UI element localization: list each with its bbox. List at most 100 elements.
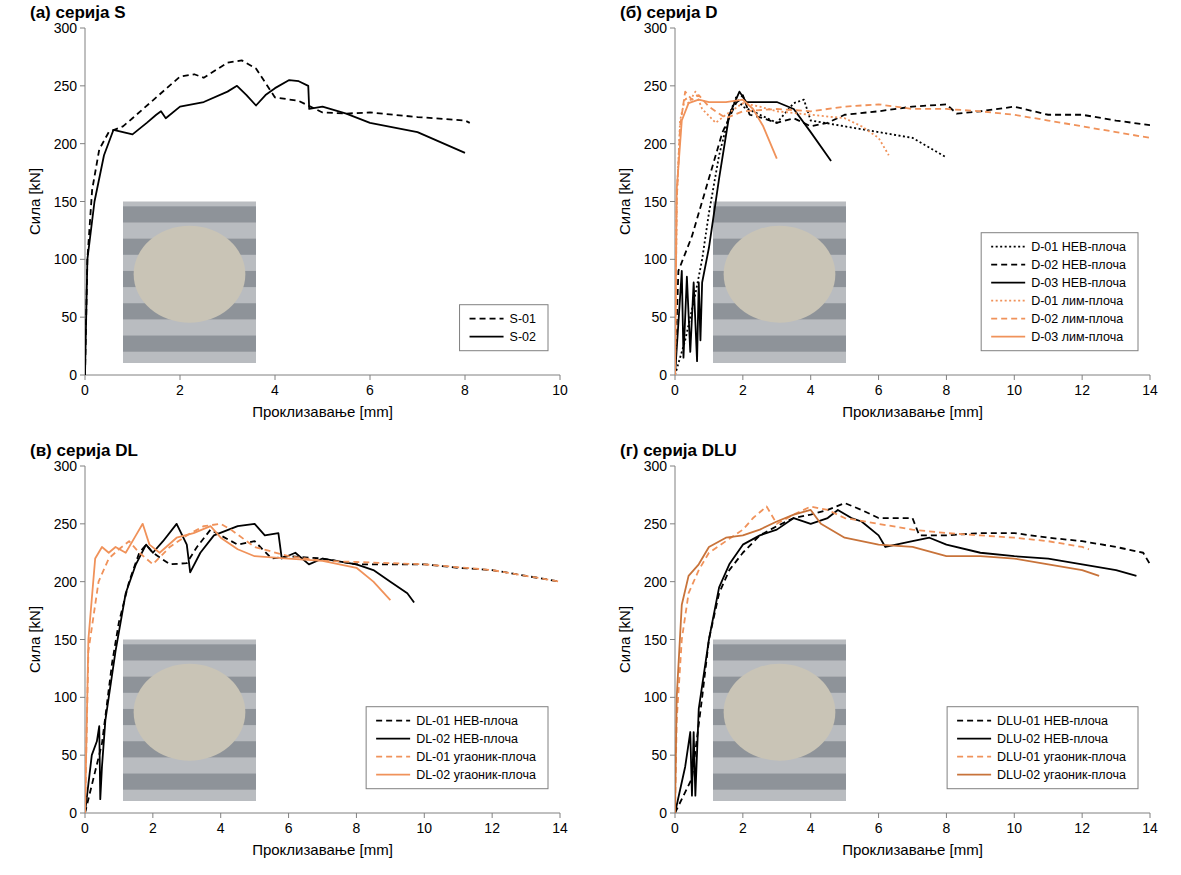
x-tick-label: 0: [671, 382, 679, 398]
y-tick-label: 150: [644, 632, 668, 648]
y-tick: [80, 28, 85, 29]
specimen-photo: [713, 640, 846, 802]
x-tick: [370, 375, 371, 380]
x-tick: [560, 813, 561, 818]
legend-swatch: [957, 774, 991, 776]
photo-rib: [713, 774, 846, 790]
legend-swatch: [991, 246, 1025, 248]
x-tick: [1150, 813, 1151, 818]
x-tick: [878, 813, 879, 818]
x-axis-title: Проклизавање [mm]: [842, 403, 983, 420]
legend-swatch: [376, 720, 410, 722]
plot-lines: [675, 503, 1150, 813]
legend-label: DLU-01 НЕВ-плоча: [997, 714, 1108, 728]
y-axis-title: Сила [kN]: [616, 606, 633, 673]
x-tick-label: 10: [1006, 382, 1022, 398]
y-tick-label: 250: [644, 516, 668, 532]
x-tick: [878, 375, 879, 380]
photo-rib: [123, 206, 256, 222]
photo-frame: [123, 640, 256, 802]
x-tick-label: 8: [353, 820, 361, 836]
series-line: [675, 510, 1136, 813]
photo-rib: [123, 336, 256, 352]
y-tick-label: 300: [54, 458, 78, 474]
y-tick-label: 0: [69, 805, 77, 821]
y-tick-label: 50: [61, 747, 77, 763]
y-tick-label: 0: [69, 367, 77, 383]
legend-label: D-02 НЕВ-плоча: [1031, 258, 1126, 272]
x-tick-label: 8: [943, 382, 951, 398]
photo-rib: [713, 644, 846, 660]
legend-label: S-01: [510, 312, 536, 326]
y-axis-title: Сила [kN]: [26, 168, 43, 235]
y-tick: [670, 317, 675, 318]
y-tick-label: 150: [644, 194, 668, 210]
y-tick: [80, 259, 85, 260]
x-tick-label: 2: [176, 382, 184, 398]
specimen-photo: [123, 202, 256, 364]
specimen-photo: [123, 640, 256, 802]
y-tick: [670, 697, 675, 698]
x-axis-title: Проклизавање [mm]: [252, 841, 393, 858]
legend-label: DLU-02 НЕВ-плоча: [997, 732, 1108, 746]
figure: (а) серија S0501001502002503000246810Про…: [0, 0, 1181, 875]
legend-swatch: [991, 282, 1025, 284]
y-tick: [80, 85, 85, 86]
y-tick-label: 100: [54, 251, 78, 267]
x-tick: [675, 813, 676, 818]
y-tick: [670, 259, 675, 260]
y-tick: [670, 813, 675, 814]
x-tick: [742, 375, 743, 380]
x-tick-label: 14: [1142, 382, 1158, 398]
y-tick: [80, 466, 85, 467]
panel-title: (г) серија DLU: [620, 441, 737, 460]
photo-concrete: [134, 664, 246, 761]
x-tick-label: 10: [416, 820, 432, 836]
y-tick: [80, 523, 85, 524]
x-tick-label: 4: [271, 382, 279, 398]
legend-swatch: [991, 300, 1025, 302]
y-tick-label: 100: [644, 689, 668, 705]
x-tick: [946, 813, 947, 818]
x-tick-label: 0: [671, 820, 679, 836]
series-line: [85, 524, 560, 813]
series-line: [85, 524, 414, 813]
photo-concrete: [724, 664, 836, 761]
x-tick-label: 12: [484, 820, 500, 836]
legend-label: S-02: [510, 330, 536, 344]
y-tick: [670, 755, 675, 756]
series-line: [675, 503, 1150, 813]
series-line: [675, 92, 889, 375]
legend-label: DL-01 НЕВ-плоча: [416, 714, 518, 728]
series-line: [85, 60, 470, 375]
x-tick: [742, 813, 743, 818]
y-tick-label: 150: [54, 632, 78, 648]
panel: (г) серија DLU05010015020025030002468101…: [616, 441, 1158, 858]
panel: (а) серија S0501001502002503000246810Про…: [26, 3, 568, 420]
x-tick: [1150, 375, 1151, 380]
x-tick: [356, 813, 357, 818]
y-tick: [80, 143, 85, 144]
y-tick-label: 300: [644, 20, 668, 36]
photo-rib: [123, 644, 256, 660]
y-tick-label: 250: [54, 78, 78, 94]
y-tick-label: 200: [644, 574, 668, 590]
y-tick-label: 300: [54, 20, 78, 36]
x-tick: [85, 813, 86, 818]
legend-swatch: [991, 318, 1025, 320]
y-tick: [80, 697, 85, 698]
x-tick: [492, 813, 493, 818]
y-tick: [80, 201, 85, 202]
y-tick-label: 100: [54, 689, 78, 705]
series-line: [675, 95, 1150, 375]
series-line: [675, 92, 831, 375]
legend-swatch: [991, 264, 1025, 266]
y-tick-label: 50: [61, 309, 77, 325]
legend-swatch: [957, 720, 991, 722]
y-tick-label: 250: [54, 516, 78, 532]
x-tick: [810, 813, 811, 818]
y-tick-label: 100: [644, 251, 668, 267]
y-tick: [670, 523, 675, 524]
y-tick: [670, 639, 675, 640]
plot-lines: [675, 92, 1150, 375]
